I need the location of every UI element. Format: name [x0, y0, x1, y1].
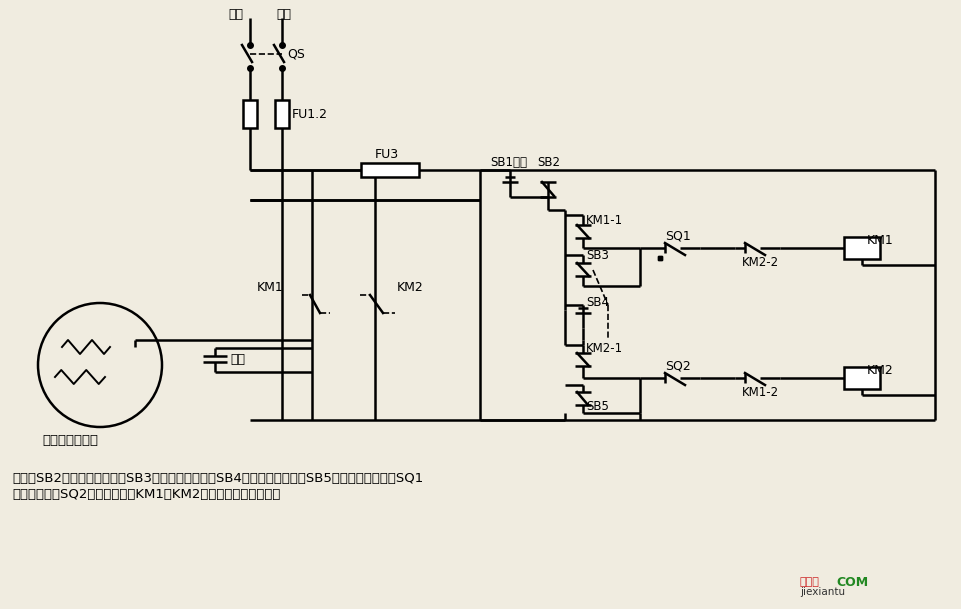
Text: KM1: KM1	[866, 233, 893, 247]
Bar	[243, 100, 257, 128]
Text: FU3: FU3	[375, 147, 399, 161]
Text: 单相电容电动机: 单相电容电动机	[42, 434, 98, 446]
Text: SQ2: SQ2	[664, 359, 690, 373]
Text: KM1: KM1	[257, 281, 283, 294]
Text: KM2: KM2	[866, 364, 893, 376]
Bar	[843, 237, 879, 259]
Text: SQ1: SQ1	[664, 230, 690, 242]
Text: SB1停止: SB1停止	[489, 155, 527, 169]
Text: SB2: SB2	[536, 155, 559, 169]
Text: SB3: SB3	[585, 248, 608, 261]
Text: 零线: 零线	[276, 7, 291, 21]
Text: FU1.2: FU1.2	[292, 108, 328, 121]
Text: 电容: 电容	[230, 353, 245, 365]
Text: KM2-2: KM2-2	[741, 256, 778, 269]
Bar	[275, 100, 288, 128]
Text: jiexiantu: jiexiantu	[800, 587, 845, 597]
Text: KM1-1: KM1-1	[585, 214, 623, 227]
Text: 为最高限位，SQ2为最低限位。KM1、KM2可用中间继电器代替。: 为最高限位，SQ2为最低限位。KM1、KM2可用中间继电器代替。	[12, 488, 280, 501]
Text: QS: QS	[286, 48, 305, 60]
Text: 火线: 火线	[229, 7, 243, 21]
Text: KM2-1: KM2-1	[585, 342, 623, 354]
Text: KM2: KM2	[397, 281, 423, 294]
Text: SB4: SB4	[585, 295, 608, 309]
Bar	[360, 163, 419, 177]
Text: KM1-2: KM1-2	[741, 385, 778, 398]
Bar	[843, 367, 879, 389]
Text: 说明：SB2为上升启动按钮，SB3为上升点动按钮，SB4为下降启动按钮，SB5为下降点动按钮；SQ1: 说明：SB2为上升启动按钮，SB3为上升点动按钮，SB4为下降启动按钮，SB5为…	[12, 471, 423, 485]
Text: 接线图: 接线图	[800, 577, 819, 587]
Text: SB5: SB5	[585, 401, 608, 414]
Text: COM: COM	[835, 576, 867, 588]
